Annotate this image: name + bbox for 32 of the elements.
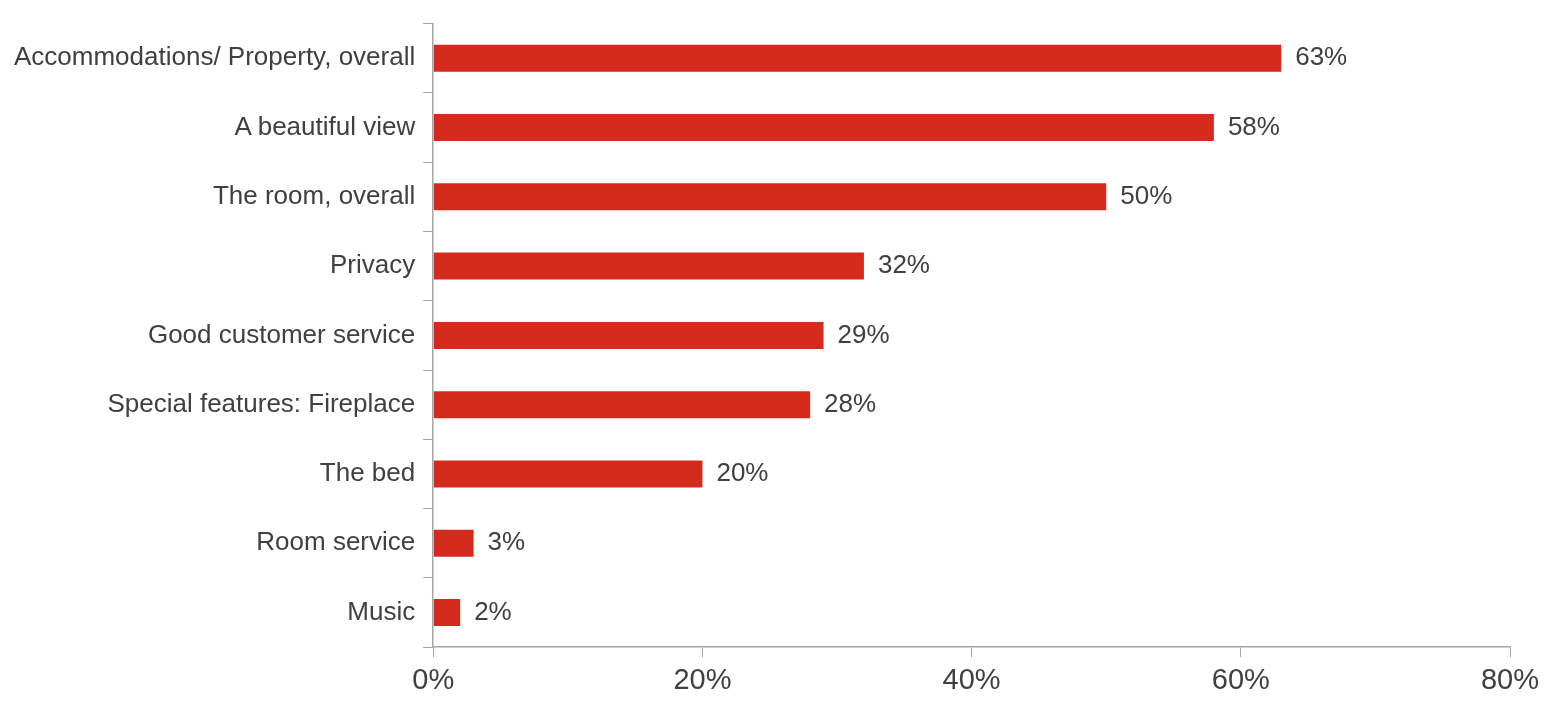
data-label: 32% [877, 249, 930, 280]
y-tick-label: Room service [256, 526, 416, 557]
data-label: 2% [474, 595, 512, 626]
data-label: 50% [1120, 179, 1173, 210]
bar [433, 460, 703, 488]
y-tick-label: Music [347, 595, 416, 626]
data-label: 3% [487, 526, 526, 557]
bar [433, 391, 811, 419]
bar [433, 321, 824, 349]
y-tick-label: A beautiful view [234, 110, 416, 141]
y-tick-label: The bed [319, 457, 416, 488]
y-tick-label: Special features: Fireplace [107, 387, 416, 418]
bar [433, 114, 1214, 142]
data-label: 58% [1227, 110, 1280, 141]
data-label: 63% [1295, 41, 1348, 72]
bar [433, 252, 864, 280]
x-tick-label: 40% [942, 662, 1001, 695]
y-tick-label: Good customer service [147, 318, 416, 349]
y-tick-label: Accommodations/ Property, overall [13, 41, 416, 72]
x-tick-label: 20% [673, 662, 732, 695]
x-tick-label: 60% [1211, 662, 1270, 695]
data-label: 28% [824, 387, 877, 418]
bar [433, 529, 474, 557]
y-tick-label: Privacy [329, 249, 416, 280]
x-tick-label: 80% [1480, 662, 1540, 695]
data-label: 29% [837, 318, 890, 349]
bar [433, 44, 1282, 72]
x-tick-label: 0% [412, 662, 455, 695]
bar [433, 183, 1107, 211]
y-tick-label: The room, overall [212, 179, 416, 210]
data-label: 20% [716, 457, 769, 488]
bar [433, 599, 461, 627]
